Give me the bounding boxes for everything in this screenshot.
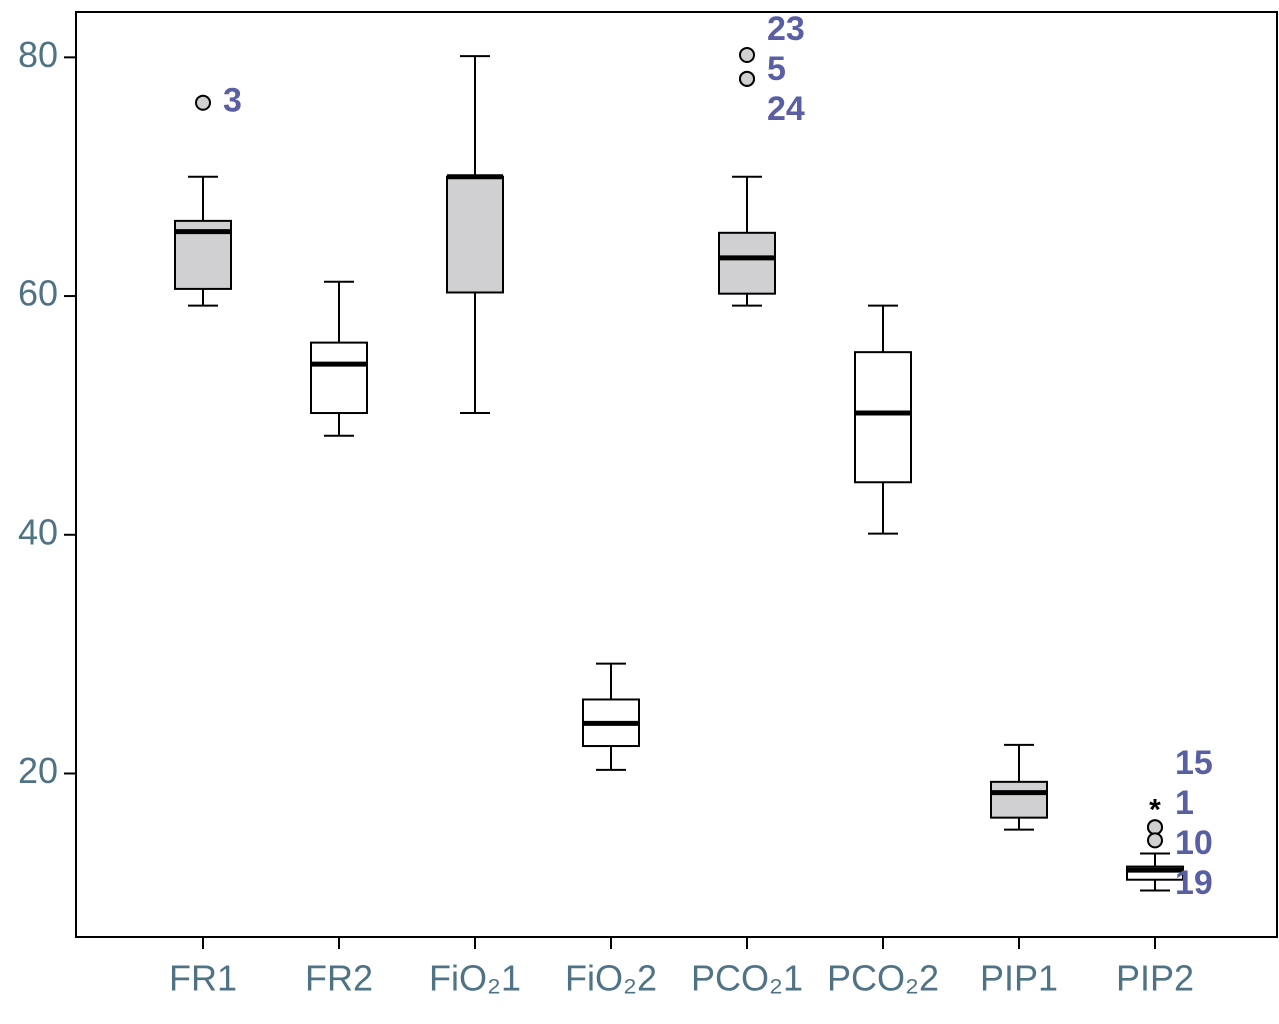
x-tick-label: PCO₂2 xyxy=(827,958,939,999)
outlier-label: 15 xyxy=(1175,744,1213,782)
outlier xyxy=(739,46,755,63)
box xyxy=(310,341,368,415)
x-tick-label: PIP2 xyxy=(1116,958,1194,999)
y-tick-label: 60 xyxy=(18,273,58,314)
x-tick-label: FiO₂1 xyxy=(429,958,521,999)
box xyxy=(718,231,776,295)
y-tick-label: 40 xyxy=(18,511,58,552)
outlier xyxy=(1147,819,1163,836)
outlier-label: 1 xyxy=(1175,784,1194,822)
outlier-label: 19 xyxy=(1175,864,1213,902)
outlier-star: * xyxy=(1149,794,1161,827)
outlier-label: 10 xyxy=(1175,824,1213,862)
x-tick-label: FR1 xyxy=(169,958,237,999)
x-tick-label: PIP1 xyxy=(980,958,1058,999)
outlier-label: 24 xyxy=(767,90,805,128)
box xyxy=(990,780,1048,819)
plot-frame xyxy=(75,11,1278,938)
y-tick-label: 80 xyxy=(18,34,58,75)
outlier-label: 3 xyxy=(223,82,242,120)
x-tick-label: PCO₂1 xyxy=(691,958,803,999)
outlier xyxy=(1147,832,1163,849)
outlier-label: 5 xyxy=(767,50,786,88)
box xyxy=(854,351,912,484)
x-tick-label: FR2 xyxy=(305,958,373,999)
box xyxy=(446,175,504,294)
outlier xyxy=(195,94,211,111)
outlier-label: 23 xyxy=(767,10,805,48)
x-tick-label: FiO₂2 xyxy=(565,958,657,999)
y-tick-label: 20 xyxy=(18,750,58,791)
outlier xyxy=(739,70,755,87)
